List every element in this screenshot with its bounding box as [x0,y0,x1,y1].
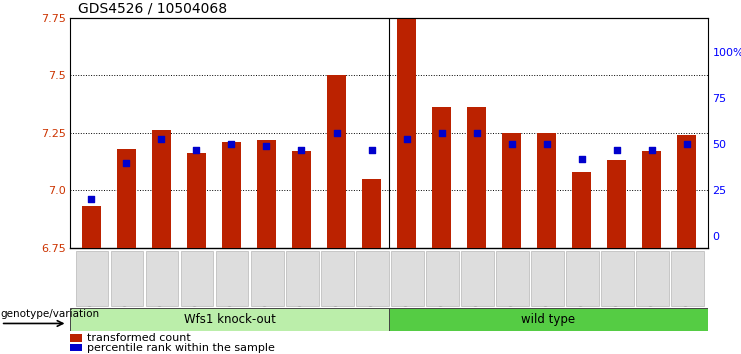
Text: GSM825433: GSM825433 [402,251,411,306]
Text: GSM825449: GSM825449 [682,251,691,306]
Text: genotype/variation: genotype/variation [1,309,100,319]
Text: GSM825445: GSM825445 [612,251,621,306]
FancyBboxPatch shape [70,308,389,331]
Point [576,156,588,162]
Point [611,147,622,153]
Text: GSM825444: GSM825444 [297,252,306,306]
Text: GSM825443: GSM825443 [577,251,586,306]
Point [436,130,448,136]
Point [190,147,202,153]
Point [296,147,308,153]
Bar [152,131,171,248]
Text: GSM825439: GSM825439 [507,251,516,306]
Bar [537,133,556,248]
Point [471,130,482,136]
Text: GSM825434: GSM825434 [122,251,131,306]
Point [541,141,553,147]
Text: wild type: wild type [521,313,576,326]
Bar [257,140,276,248]
Point [85,196,97,202]
Point [225,141,237,147]
Bar [327,75,346,248]
Text: Wfs1 knock-out: Wfs1 knock-out [184,313,276,326]
Point [121,160,133,165]
Text: GSM825440: GSM825440 [227,251,236,306]
Text: GDS4526 / 10504068: GDS4526 / 10504068 [78,2,227,16]
Text: GSM825447: GSM825447 [647,251,656,306]
Bar [292,151,311,248]
Point [401,136,413,142]
Bar [70,344,82,351]
FancyBboxPatch shape [389,308,708,331]
Text: GSM825441: GSM825441 [542,251,551,306]
Bar [572,172,591,248]
Text: GSM825436: GSM825436 [157,251,166,306]
Text: GSM825435: GSM825435 [437,251,446,306]
Text: GSM825442: GSM825442 [262,252,271,306]
Bar [432,107,451,248]
Point [156,136,167,142]
Bar [642,151,661,248]
Point [261,143,273,149]
Bar [502,133,521,248]
Bar [397,15,416,248]
Bar [187,153,206,248]
Text: percentile rank within the sample: percentile rank within the sample [87,343,275,353]
Bar [117,149,136,248]
Text: GSM825432: GSM825432 [87,251,96,306]
Bar [467,107,486,248]
Bar [677,135,697,248]
Text: GSM825448: GSM825448 [367,251,376,306]
Text: GSM825446: GSM825446 [332,251,341,306]
Bar [82,206,101,248]
Text: GSM825438: GSM825438 [192,251,201,306]
Point [330,130,342,136]
Text: transformed count: transformed count [87,333,191,343]
Point [645,147,657,153]
Point [681,141,693,147]
Text: GSM825437: GSM825437 [472,251,481,306]
Bar [362,179,381,248]
Point [365,147,377,153]
Point [505,141,517,147]
Bar [222,142,241,248]
Bar [70,334,82,342]
Bar [607,160,626,248]
